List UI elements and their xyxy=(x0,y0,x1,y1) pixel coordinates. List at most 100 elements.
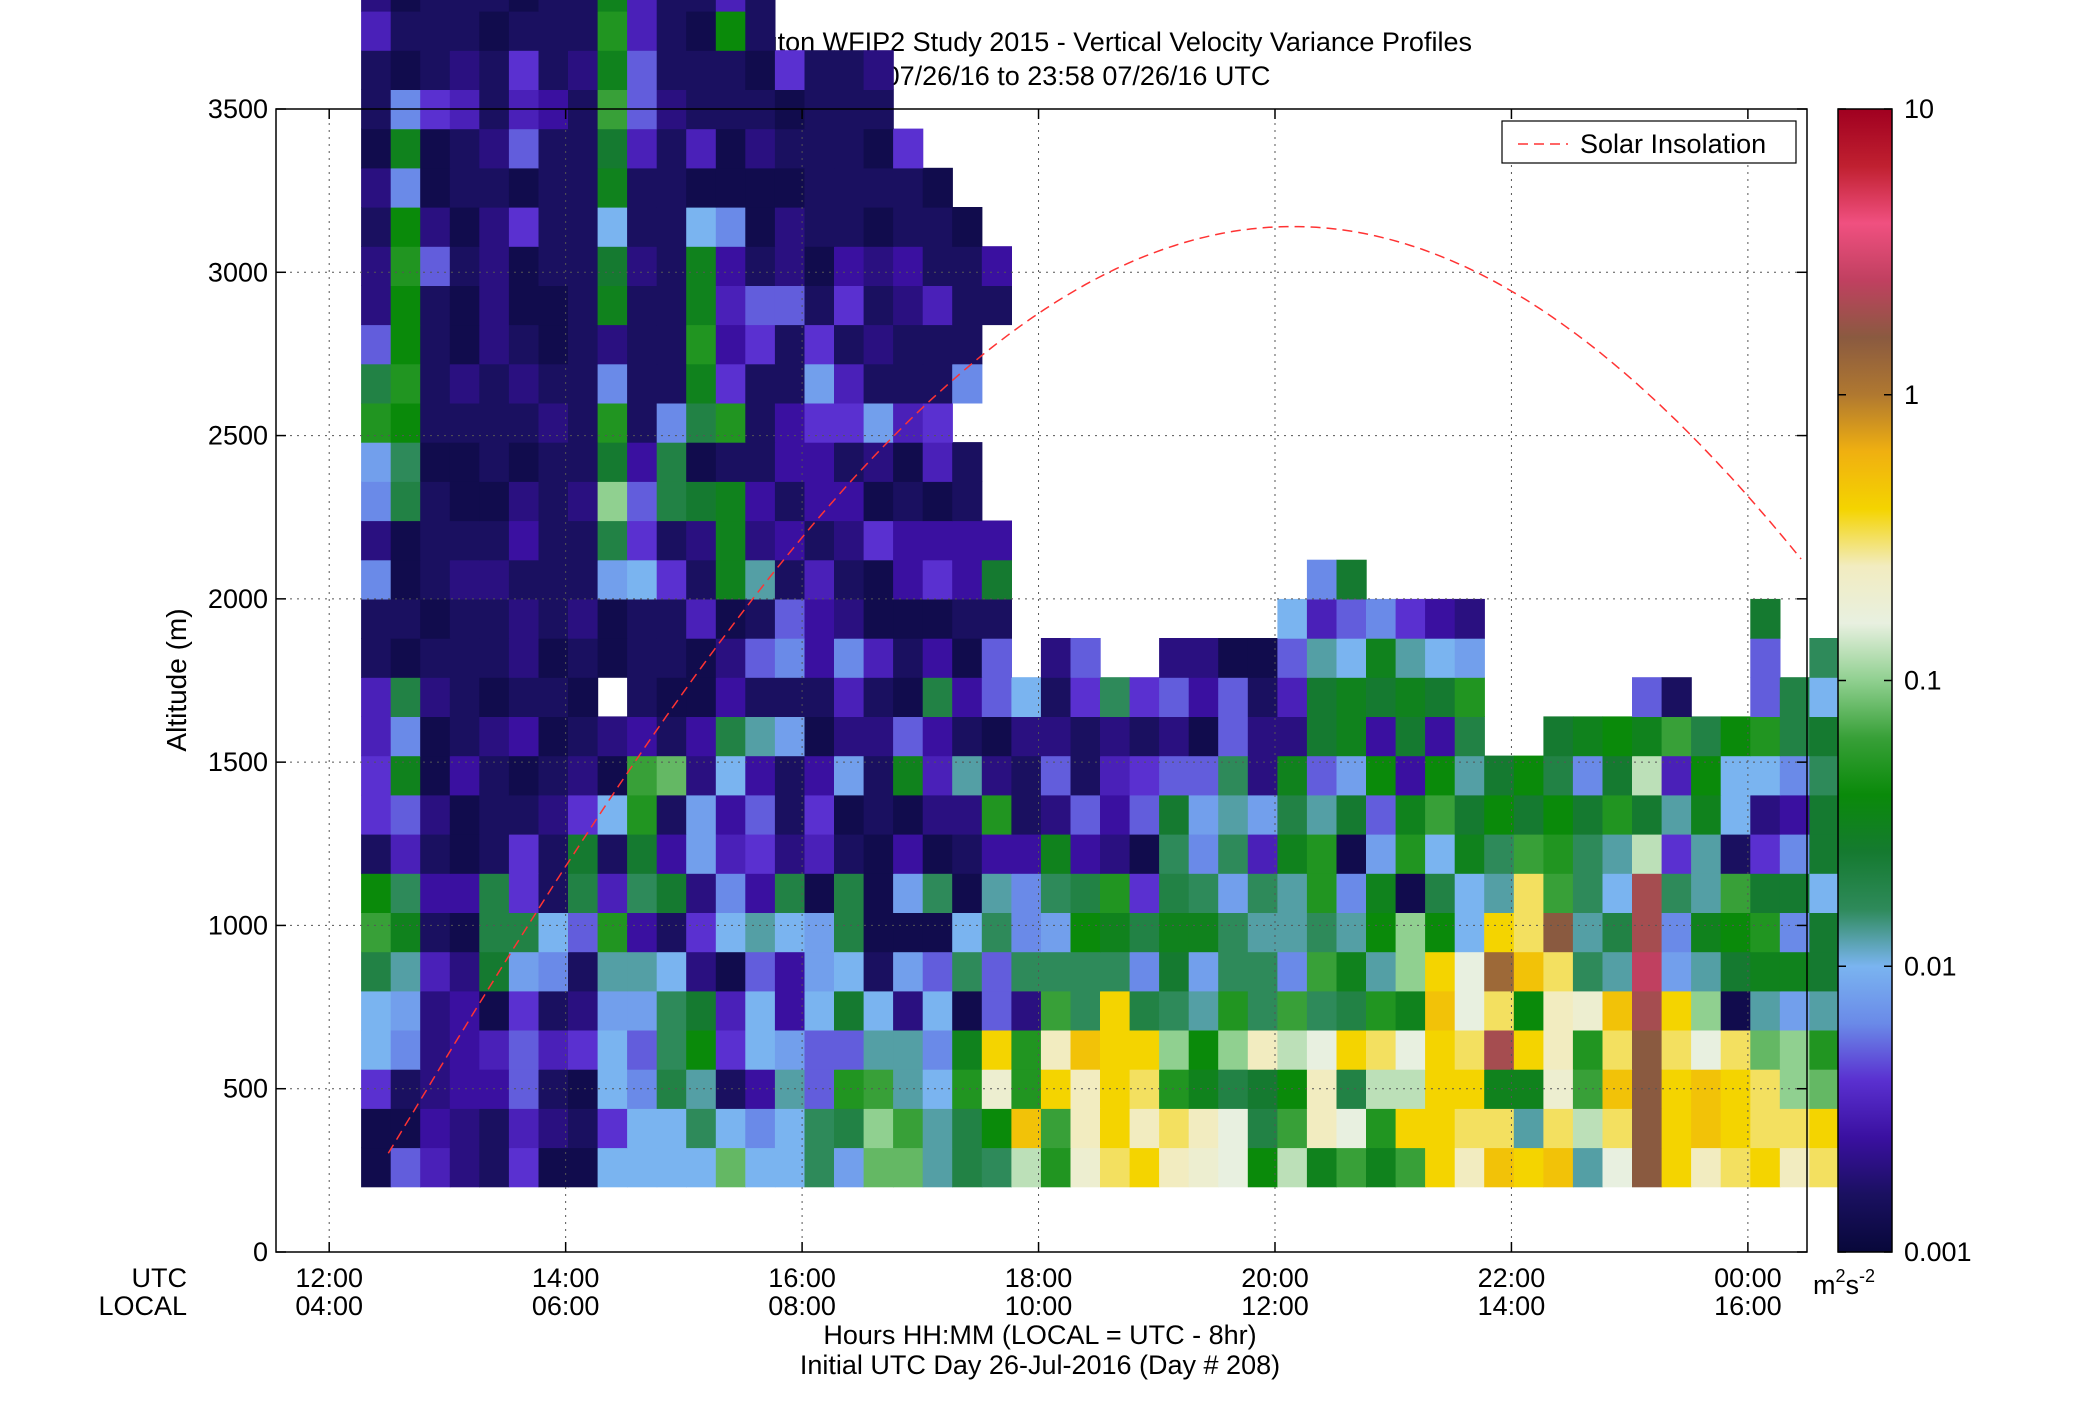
heatmap-cell xyxy=(922,638,953,678)
heatmap-cell xyxy=(1779,1029,1810,1070)
heatmap-cell xyxy=(1425,951,1456,992)
heatmap-cell xyxy=(834,716,865,757)
heatmap-cell xyxy=(834,1147,865,1188)
heatmap-cell xyxy=(390,285,421,326)
heatmap-cell xyxy=(804,1108,835,1149)
heatmap-cell xyxy=(686,246,717,286)
heatmap-cell xyxy=(1632,873,1663,913)
heatmap-cell xyxy=(893,1108,924,1149)
heatmap-cell xyxy=(1247,951,1278,992)
heatmap-cell xyxy=(1484,794,1515,835)
heatmap-cell xyxy=(1454,598,1485,639)
heatmap-cell xyxy=(479,755,510,796)
heatmap-cell xyxy=(1159,1069,1190,1109)
heatmap-cell xyxy=(952,1147,983,1188)
x-tick-label-utc: 12:00 xyxy=(295,1263,363,1293)
heatmap-cell xyxy=(627,11,658,51)
heatmap-cell xyxy=(922,207,953,247)
heatmap-cell xyxy=(597,167,628,208)
heatmap-cell xyxy=(1070,716,1101,757)
heatmap-cell xyxy=(390,167,421,208)
heatmap-cell xyxy=(1336,873,1367,913)
heatmap-cell xyxy=(1425,1147,1456,1188)
heatmap-cell xyxy=(1809,638,1840,678)
heatmap-cell xyxy=(1100,834,1131,874)
heatmap-cell xyxy=(715,873,746,913)
heatmap-cell xyxy=(1691,1069,1722,1109)
heatmap-cell xyxy=(627,246,658,286)
heatmap-cell xyxy=(952,912,983,953)
heatmap-cell xyxy=(686,598,717,639)
heatmap-cell xyxy=(568,638,599,678)
heatmap-cell xyxy=(479,873,510,913)
heatmap-cell xyxy=(508,677,540,717)
heatmap-cell xyxy=(420,128,451,169)
heatmap-cell xyxy=(568,794,599,835)
heatmap-cell xyxy=(1129,912,1160,953)
colorbar-ticks: 0.001 0.01 0.1 1 10 xyxy=(1838,94,1972,1267)
heatmap-cell xyxy=(390,990,421,1031)
heatmap-cell xyxy=(922,834,953,874)
heatmap-cell xyxy=(834,50,865,90)
heatmap-cell xyxy=(1040,873,1072,913)
heatmap-cell xyxy=(922,167,953,208)
heatmap-cell xyxy=(804,834,835,874)
heatmap-cell xyxy=(1129,951,1160,992)
heatmap-cell xyxy=(893,834,924,874)
heatmap-cell xyxy=(1306,873,1338,913)
heatmap-cell xyxy=(420,363,451,404)
heatmap-cell xyxy=(686,402,717,443)
heatmap-cell xyxy=(745,677,776,717)
heatmap-cell xyxy=(1159,677,1190,717)
heatmap-cell xyxy=(568,481,599,522)
heatmap-cell xyxy=(479,402,510,443)
heatmap-cell xyxy=(1513,1029,1544,1070)
heatmap-cell xyxy=(1306,990,1338,1031)
heatmap-cell xyxy=(508,755,540,796)
heatmap-cell xyxy=(774,481,806,522)
heatmap-cell xyxy=(1395,794,1426,835)
heatmap-cell xyxy=(863,912,894,953)
heatmap-cell xyxy=(922,324,953,365)
heatmap-cell xyxy=(1188,1147,1219,1188)
heatmap-cell xyxy=(627,794,658,835)
heatmap-cell xyxy=(1661,912,1692,953)
heatmap-cell xyxy=(1779,794,1810,835)
heatmap-cell xyxy=(1306,1108,1338,1149)
heatmap-cell xyxy=(1602,1029,1633,1070)
heatmap-cell xyxy=(1011,716,1042,757)
heatmap-cell xyxy=(1484,1108,1515,1149)
heatmap-cell xyxy=(597,324,628,365)
heatmap-cell xyxy=(1454,1029,1485,1070)
heatmap-cell xyxy=(715,363,746,404)
heatmap-cell xyxy=(922,559,953,600)
heatmap-cell xyxy=(1602,716,1633,757)
heatmap-cell xyxy=(1277,794,1308,835)
heatmap-cell xyxy=(1543,834,1574,874)
heatmap-cell xyxy=(893,1147,924,1188)
heatmap-cell xyxy=(893,951,924,992)
heatmap-cell xyxy=(1809,794,1840,835)
heatmap-cell xyxy=(715,11,746,51)
heatmap-cell xyxy=(893,285,924,326)
heatmap-cell xyxy=(715,598,746,639)
heatmap-cell xyxy=(568,442,599,482)
heatmap-cell xyxy=(1247,1029,1278,1070)
heatmap-cell xyxy=(745,598,776,639)
heatmap-cell xyxy=(1572,755,1604,796)
heatmap-cell xyxy=(597,481,628,522)
heatmap-cell xyxy=(627,402,658,443)
heatmap-cell xyxy=(745,912,776,953)
heatmap-cell xyxy=(1100,990,1131,1031)
heatmap-cell xyxy=(1040,1029,1072,1070)
heatmap-cell xyxy=(1306,951,1338,992)
heatmap-cell xyxy=(1484,1029,1515,1070)
heatmap-cell xyxy=(745,11,776,51)
heatmap-cell xyxy=(834,128,865,169)
heatmap-cell xyxy=(508,559,540,600)
heatmap-cell xyxy=(1011,873,1042,913)
heatmap-cell xyxy=(1632,990,1663,1031)
heatmap-cell xyxy=(893,755,924,796)
heatmap-cell xyxy=(715,207,746,247)
heatmap-cell xyxy=(568,0,599,12)
